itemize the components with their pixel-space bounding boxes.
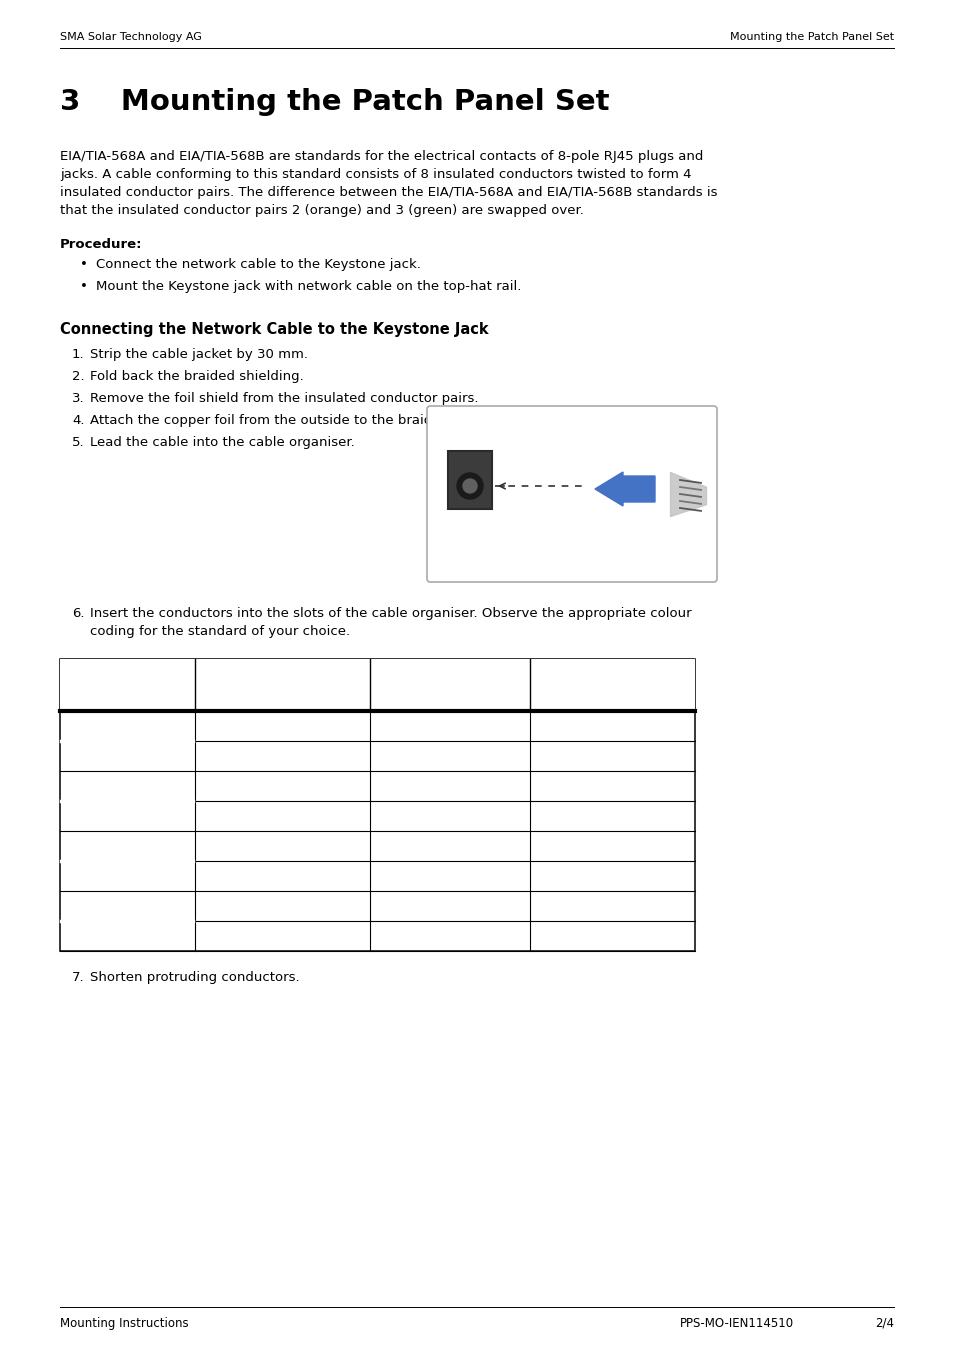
FancyBboxPatch shape	[448, 452, 492, 508]
Text: white-blue: white-blue	[202, 719, 273, 731]
Text: Attach the copper foil from the outside to the braided shielding with the adhesi: Attach the copper foil from the outside …	[90, 414, 688, 427]
Text: 1: 1	[537, 779, 545, 792]
Text: blue: blue	[202, 749, 231, 763]
Text: orange: orange	[202, 808, 249, 822]
Text: Connecting the Network Cable to the Keystone Jack: Connecting the Network Cable to the Keys…	[60, 322, 488, 337]
Text: 5.: 5.	[71, 435, 85, 449]
Text: 2.: 2.	[71, 370, 85, 383]
Text: Lead the cable into the cable organiser.: Lead the cable into the cable organiser.	[90, 435, 355, 449]
Text: 1: 1	[376, 840, 385, 852]
Text: jacks. A cable conforming to this standard consists of 8 insulated conductors tw: jacks. A cable conforming to this standa…	[60, 168, 691, 181]
Text: 4: 4	[376, 749, 385, 763]
Text: white-green: white-green	[202, 840, 282, 852]
Text: 6.: 6.	[71, 607, 85, 621]
Text: Procedure:: Procedure:	[60, 238, 142, 251]
Text: 3: 3	[537, 840, 545, 852]
Text: 4: 4	[537, 749, 545, 763]
Text: Insulated conductor: Insulated conductor	[202, 669, 352, 681]
Text: Shorten protruding conductors.: Shorten protruding conductors.	[90, 971, 299, 984]
Bar	[60, 658, 695, 711]
Text: 2: 2	[67, 779, 75, 792]
Text: green: green	[202, 869, 240, 882]
Text: 5: 5	[537, 719, 545, 731]
Text: Contact -568B: Contact -568B	[537, 669, 642, 681]
Text: that the insulated conductor pairs 2 (orange) and 3 (green) are swapped over.: that the insulated conductor pairs 2 (or…	[60, 204, 583, 218]
Text: 7: 7	[537, 899, 545, 913]
Text: colour: colour	[202, 688, 249, 700]
Text: 5: 5	[376, 719, 385, 731]
Text: Connect the network cable to the Keystone jack.: Connect the network cable to the Keyston…	[96, 258, 420, 270]
Text: 3: 3	[376, 779, 385, 792]
Text: 1.: 1.	[71, 347, 85, 361]
Text: Mounting the Patch Panel Set: Mounting the Patch Panel Set	[729, 32, 893, 42]
Text: 8: 8	[376, 929, 385, 942]
Text: Mounting Instructions: Mounting Instructions	[60, 1317, 189, 1330]
Text: •: •	[80, 258, 88, 270]
Text: Insert the conductors into the slots of the cable organiser. Observe the appropr: Insert the conductors into the slots of …	[90, 607, 691, 621]
Text: Strip the cable jacket by 30 mm.: Strip the cable jacket by 30 mm.	[90, 347, 308, 361]
Text: 6: 6	[537, 869, 545, 882]
Text: 7.: 7.	[71, 971, 85, 984]
Text: Contact -568A: Contact -568A	[376, 669, 482, 681]
FancyArrow shape	[595, 472, 655, 506]
FancyBboxPatch shape	[427, 406, 717, 581]
Text: 4.: 4.	[71, 414, 85, 427]
Text: •: •	[80, 280, 88, 293]
Circle shape	[456, 473, 482, 499]
Text: white-orange: white-orange	[202, 779, 291, 792]
Text: Insulated: Insulated	[67, 669, 137, 681]
Text: 7: 7	[376, 899, 385, 913]
Text: Fold back the braided shielding.: Fold back the braided shielding.	[90, 370, 303, 383]
Text: Mount the Keystone jack with network cable on the top-hat rail.: Mount the Keystone jack with network cab…	[96, 280, 521, 293]
Text: 4: 4	[67, 899, 75, 913]
Text: 2: 2	[537, 808, 545, 822]
Text: 2/4: 2/4	[874, 1317, 893, 1330]
Text: white-brown: white-brown	[202, 899, 284, 913]
Bar	[60, 658, 695, 950]
Text: EIA/TIA-568A and EIA/TIA-568B are standards for the electrical contacts of 8-pol: EIA/TIA-568A and EIA/TIA-568B are standa…	[60, 150, 702, 164]
Text: 1: 1	[67, 719, 75, 731]
Text: SMA Solar Technology AG: SMA Solar Technology AG	[60, 32, 202, 42]
Text: 2: 2	[376, 869, 385, 882]
Text: 8: 8	[537, 929, 545, 942]
Text: 3    Mounting the Patch Panel Set: 3 Mounting the Patch Panel Set	[60, 88, 609, 116]
Text: 3: 3	[67, 840, 75, 852]
Text: 3.: 3.	[71, 392, 85, 406]
Text: PPS-MO-IEN114510: PPS-MO-IEN114510	[679, 1317, 793, 1330]
Text: coding for the standard of your choice.: coding for the standard of your choice.	[90, 625, 350, 638]
Circle shape	[462, 479, 476, 493]
Text: insulated conductor pairs. The difference between the EIA/TIA-568A and EIA/TIA-5: insulated conductor pairs. The differenc…	[60, 187, 717, 199]
Text: conductor pair: conductor pair	[67, 688, 176, 700]
Text: brown: brown	[202, 929, 243, 942]
Text: Remove the foil shield from the insulated conductor pairs.: Remove the foil shield from the insulate…	[90, 392, 478, 406]
Text: 6: 6	[376, 808, 385, 822]
